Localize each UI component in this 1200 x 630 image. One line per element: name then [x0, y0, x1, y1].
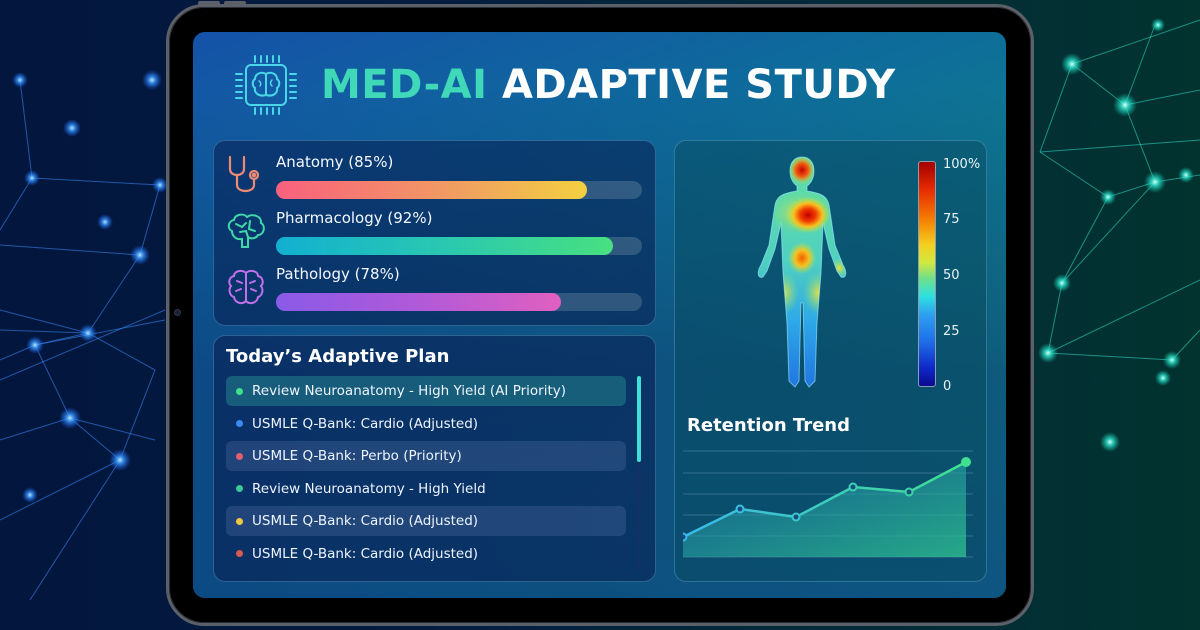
body-heatmap — [757, 156, 847, 388]
plan-item-text: Review Neuroanatomy - High Yield — [252, 480, 486, 497]
progress-track — [276, 181, 642, 199]
status-dot — [236, 452, 243, 460]
heatmap-colorbar — [918, 161, 936, 387]
subject-row-pharmacology[interactable]: Pharmacology (92%) — [224, 209, 644, 259]
analytics-panel: 100% 75 50 25 0 Retention Trend — [674, 140, 987, 582]
plan-item[interactable]: USMLE Q-Bank: Cardio (Adjusted) — [226, 409, 626, 439]
title-accent: MED-AI — [321, 62, 488, 108]
status-dot — [236, 550, 243, 558]
status-dot — [236, 517, 243, 525]
status-dot — [236, 485, 243, 493]
colorbar-tick: 0 — [943, 379, 952, 394]
title-rest: ADAPTIVE STUDY — [501, 62, 896, 108]
plan-scrollbar[interactable] — [637, 376, 641, 572]
brain-icon — [228, 269, 264, 305]
plan-item[interactable]: USMLE Q-Bank: Perbo (Priority) — [226, 441, 626, 472]
subject-row-pathology[interactable]: Pathology (78%) — [224, 265, 644, 315]
retention-trend-chart — [683, 450, 973, 558]
app-title: MED-AI ADAPTIVE STUDY — [321, 62, 896, 108]
plan-item-text: USMLE Q-Bank: Cardio (Adjusted) — [252, 415, 479, 432]
plan-item-text: USMLE Q-Bank: Perbo (Priority) — [252, 448, 462, 465]
tablet-volume-button — [198, 1, 220, 5]
adaptive-plan-panel: Today’s Adaptive Plan Review Neuroanatom… — [213, 335, 656, 582]
progress-fill-pharmacology — [276, 237, 613, 255]
colorbar-tick: 25 — [943, 324, 960, 339]
camera-icon — [174, 309, 181, 316]
plan-item-text: USMLE Q-Bank: Cardio (Adjusted) — [252, 545, 479, 562]
subject-label: Pathology (78%) — [276, 265, 400, 283]
app-header: MED-AI ADAPTIVE STUDY — [231, 50, 896, 120]
status-dot — [236, 387, 243, 395]
progress-fill-anatomy — [276, 181, 588, 199]
plan-list: Review Neuroanatomy - High Yield (AI Pri… — [226, 376, 626, 572]
subject-label: Pharmacology (92%) — [276, 209, 433, 227]
plan-item[interactable]: USMLE Q-Bank: Cardio (Adjusted) — [226, 506, 626, 537]
stethoscope-icon — [228, 155, 260, 193]
plan-item[interactable]: Review Neuroanatomy - High Yield — [226, 474, 626, 504]
colorbar-tick: 50 — [943, 268, 960, 283]
subject-row-anatomy[interactable]: Anatomy (85%) — [224, 153, 644, 203]
subject-progress-panel: Anatomy (85%) Pharmacology (92%) Patholo… — [213, 140, 656, 326]
plan-item[interactable]: USMLE Q-Bank: Cardio (Adjusted) — [226, 539, 626, 569]
app-screen: MED-AI ADAPTIVE STUDY Anatomy (85%) Phar… — [193, 32, 1006, 598]
progress-track — [276, 237, 642, 255]
tablet-volume-button — [224, 1, 246, 5]
plan-item[interactable]: Review Neuroanatomy - High Yield (AI Pri… — [226, 376, 626, 406]
plan-title: Today’s Adaptive Plan — [226, 346, 450, 367]
brain-chip-icon — [235, 55, 297, 115]
colorbar-tick: 100% — [943, 157, 981, 172]
trend-title: Retention Trend — [687, 415, 851, 436]
progress-track — [276, 293, 642, 311]
subject-label: Anatomy (85%) — [276, 153, 394, 171]
plan-item-text: Review Neuroanatomy - High Yield (AI Pri… — [252, 383, 567, 399]
scrollbar-thumb[interactable] — [637, 376, 641, 462]
plan-item-text: USMLE Q-Bank: Cardio (Adjusted) — [252, 513, 479, 530]
brain-icon — [227, 213, 265, 248]
status-dot — [236, 420, 243, 428]
progress-fill-pathology — [276, 293, 562, 311]
colorbar-tick: 75 — [943, 212, 960, 227]
